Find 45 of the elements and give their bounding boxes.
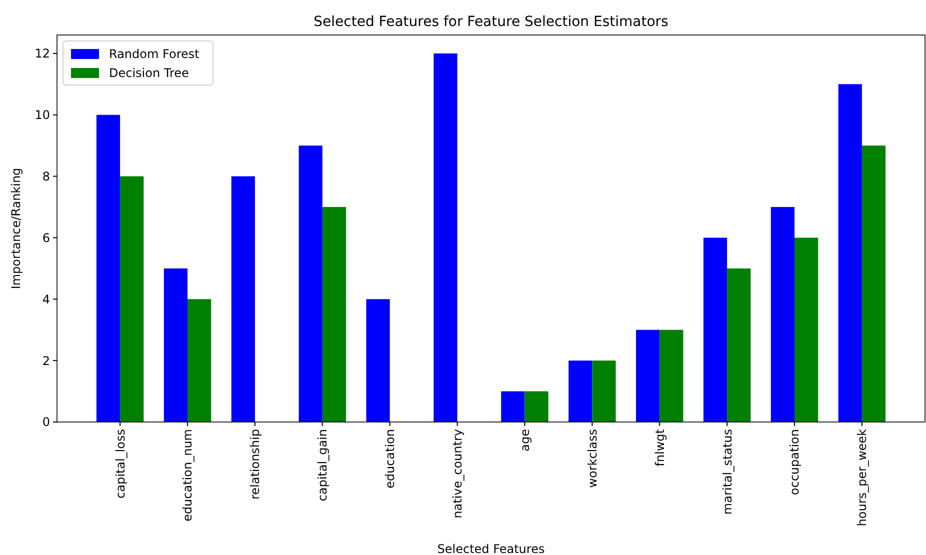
- bar: [298, 146, 322, 422]
- y-tick-label: 6: [42, 230, 50, 245]
- bar: [727, 268, 751, 422]
- x-tick-label: workclass: [585, 429, 600, 488]
- bar: [231, 176, 255, 422]
- x-axis-title: Selected Features: [437, 542, 545, 555]
- bar: [770, 207, 794, 422]
- bar: [703, 238, 728, 422]
- bar: [568, 360, 592, 422]
- x-tick-label: age: [518, 429, 532, 452]
- bar: [636, 330, 660, 422]
- y-tick-label: 10: [34, 108, 50, 122]
- bar: [862, 146, 886, 422]
- y-tick-label: 12: [34, 46, 50, 61]
- x-tick-label: native_country: [450, 429, 464, 518]
- x-tick-label: hours_per_week: [855, 428, 870, 526]
- y-axis-title: Importance/Ranking: [9, 168, 23, 290]
- legend-label: Decision Tree: [109, 66, 189, 80]
- bar: [524, 391, 548, 422]
- y-tick-label: 2: [42, 354, 50, 368]
- y-tick-label: 4: [42, 292, 50, 306]
- bar: [366, 299, 390, 422]
- y-tick-label: 8: [42, 169, 50, 184]
- bar: [164, 268, 188, 422]
- bar: [434, 53, 458, 422]
- x-tick-label: relationship: [248, 429, 262, 500]
- chart-title: Selected Features for Feature Selection Estimators: [314, 14, 668, 30]
- x-tick-label: marital_status: [720, 429, 734, 515]
- bar: [188, 299, 212, 422]
- legend-label: Random Forest: [109, 47, 200, 62]
- bar: [794, 238, 818, 422]
- x-tick-label: fnlwgt: [652, 428, 667, 466]
- x-tick-label: education: [383, 429, 398, 489]
- x-tick-label: occupation: [788, 429, 802, 496]
- bar: [96, 114, 120, 422]
- x-tick-label: capital_loss: [113, 429, 128, 498]
- bar: [838, 84, 862, 422]
- bar: [660, 330, 684, 422]
- bar: [592, 360, 616, 422]
- x-tick-label: capital_gain: [316, 429, 330, 502]
- bar: [501, 391, 525, 422]
- bar: [120, 176, 144, 422]
- x-tick-label: education_num: [180, 429, 195, 522]
- y-tick-label: 0: [42, 415, 50, 430]
- bar: [322, 207, 346, 422]
